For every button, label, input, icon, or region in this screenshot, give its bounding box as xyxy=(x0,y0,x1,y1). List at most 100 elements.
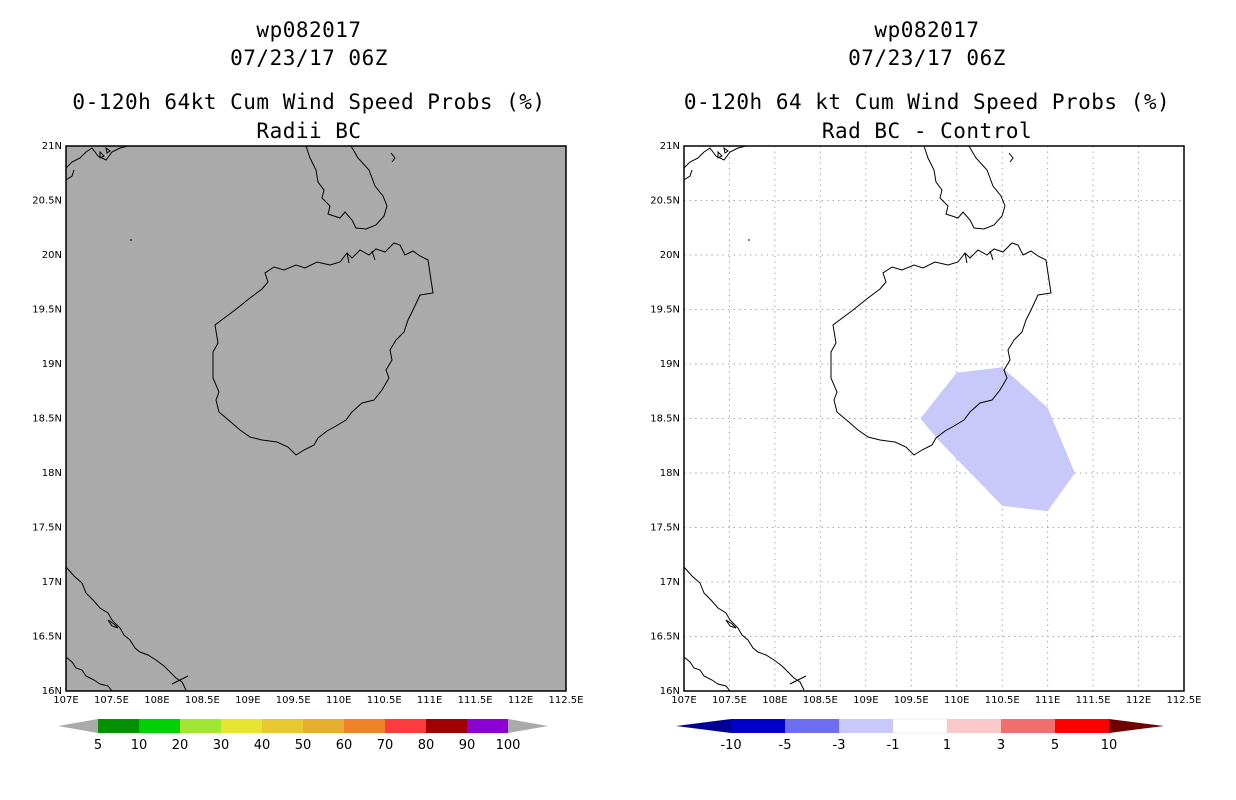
coastline-hainan xyxy=(830,242,1052,456)
lat-tick-label: 19.5N xyxy=(650,305,680,316)
map-frame xyxy=(65,145,567,692)
lon-tick-label: 109.5E xyxy=(894,695,929,706)
colorbar-swatch xyxy=(467,719,508,733)
coastline-vietnamIslet xyxy=(725,619,737,629)
colorbar-swatch xyxy=(947,719,1001,733)
colorbar-label: 10 xyxy=(131,738,148,753)
colorbar-label: -3 xyxy=(833,738,846,753)
colorbar-label: -1 xyxy=(887,738,900,753)
coastline-nwCoast xyxy=(683,145,747,181)
map-svg-right: 16N 16.5N 17N 17.5N 18N 18.5N 19N 19.5N 20N 20.5N… xyxy=(650,141,1201,753)
lon-tick-label: 110E xyxy=(944,695,969,706)
colorbar-label: 70 xyxy=(377,738,394,753)
lat-tick-label: 16.5N xyxy=(32,632,62,643)
colorbar-label: 3 xyxy=(997,738,1005,753)
lat-tick-label: 16N xyxy=(660,686,680,697)
colorbar-swatch xyxy=(180,719,221,733)
lon-tick-label: 107.5E xyxy=(94,695,129,706)
coastline-vietnam2 xyxy=(65,656,189,692)
difference-colorbar: -10 -5 -3 -1 1 3 5 10 xyxy=(676,718,1164,753)
coastline-vietnam xyxy=(683,566,805,691)
colorbar-swatch xyxy=(1055,719,1109,733)
coastline-vietnamIslet xyxy=(107,619,119,629)
lat-tick-label: 18.5N xyxy=(650,414,680,425)
lon-tick-labels: 107E 107.5E 108E 108.5E 109E 109.5E 110E 110.5E… xyxy=(671,695,1201,706)
coastline-hainanIslet xyxy=(964,250,994,264)
colorbar-label: 30 xyxy=(213,738,230,753)
coastline-leizhou xyxy=(305,145,388,230)
colorbar-high-arrow xyxy=(508,719,548,733)
colorbar-swatch xyxy=(303,719,344,733)
lat-tick-label: 18N xyxy=(42,468,62,479)
colorbar-swatch xyxy=(139,719,180,733)
lon-tick-label: 112E xyxy=(1126,695,1151,706)
coastline-hainan xyxy=(212,242,434,456)
lon-tick-label: 109E xyxy=(853,695,878,706)
lon-tick-label: 112.5E xyxy=(549,695,584,706)
colorbar-label: 50 xyxy=(295,738,312,753)
lon-tick-label: 107E xyxy=(671,695,696,706)
colorbar-label: 5 xyxy=(94,738,102,753)
colorbar-swatch xyxy=(839,719,893,733)
lon-tick-label: 108E xyxy=(144,695,169,706)
colorbar-swatch xyxy=(785,719,839,733)
lat-tick-label: 21N xyxy=(660,141,680,152)
lon-tick-label: 110E xyxy=(326,695,351,706)
lat-tick-label: 21N xyxy=(42,141,62,152)
colorbar-label: 10 xyxy=(1101,738,1118,753)
coastline-group xyxy=(65,145,434,692)
subtitle: Rad BC - Control xyxy=(821,119,1033,143)
coastline-leizhouBit xyxy=(390,152,396,163)
grid-lines xyxy=(684,146,1184,691)
lat-tick-labels: 16N 16.5N 17N 17.5N 18N 18.5N 19N 19.5N 20N 20.5N… xyxy=(650,141,680,697)
colorbar-label: -5 xyxy=(779,738,792,753)
colorbar-label: 40 xyxy=(254,738,271,753)
lon-tick-labels: 107E 107.5E 108E 108.5E 109E 109.5E 110E 110.5E… xyxy=(53,695,583,706)
probability-colorbar: 5 10 20 30 40 50 60 70 80 90 100 xyxy=(58,719,548,753)
colorbar-label: -10 xyxy=(720,738,741,753)
lon-tick-label: 111.5E xyxy=(458,695,493,706)
lon-tick-label: 112.5E xyxy=(1167,695,1202,706)
lon-tick-label: 112E xyxy=(508,695,533,706)
lat-tick-labels: 16N 16.5N 17N 17.5N 18N 18.5N 19N 19.5N 20N 20.5N… xyxy=(32,141,62,697)
lon-tick-label: 109.5E xyxy=(276,695,311,706)
lat-tick-label: 19N xyxy=(42,359,62,370)
colorbar-label: 1 xyxy=(943,738,951,753)
coastline-nwIslands xyxy=(717,146,729,159)
colorbar-label: 80 xyxy=(418,738,435,753)
subtitle: Radii BC xyxy=(256,119,362,143)
coastline-hainanIslet xyxy=(346,250,376,264)
colorbar-swatch xyxy=(221,719,262,733)
colorbar-swatch xyxy=(426,719,467,733)
coastline-vietnam2 xyxy=(683,656,807,692)
lat-tick-label: 16.5N xyxy=(650,632,680,643)
lon-tick-label: 110.5E xyxy=(985,695,1020,706)
colorbar-swatch xyxy=(344,719,385,733)
lat-tick-label: 18.5N xyxy=(32,414,62,425)
colorbar-swatch xyxy=(262,719,303,733)
lon-tick-label: 107E xyxy=(53,695,78,706)
lat-tick-label: 20N xyxy=(660,250,680,261)
date-title: 07/23/17 06Z xyxy=(230,46,388,70)
lon-tick-label: 109E xyxy=(235,695,260,706)
colorbar-label: 90 xyxy=(459,738,476,753)
lat-tick-label: 17N xyxy=(42,577,62,588)
lon-tick-label: 111E xyxy=(417,695,442,706)
storm-id-title: wp082017 xyxy=(256,18,362,42)
lon-tick-label: 108E xyxy=(762,695,787,706)
lon-tick-label: 111.5E xyxy=(1076,695,1111,706)
product-title: 0-120h 64 kt Cum Wind Speed Probs (%) xyxy=(683,90,1171,114)
lat-tick-label: 19.5N xyxy=(32,305,62,316)
coastline-vietnam xyxy=(65,566,187,691)
coastline-leizhouBit xyxy=(1008,152,1014,163)
colorbar-label: 100 xyxy=(496,738,521,753)
lon-tick-label: 108.5E xyxy=(803,695,838,706)
lat-tick-label: 18N xyxy=(660,468,680,479)
date-title: 07/23/17 06Z xyxy=(848,46,1006,70)
lat-tick-label: 16N xyxy=(42,686,62,697)
coastline-leizhou xyxy=(923,145,1006,230)
lon-tick-label: 107.5E xyxy=(712,695,747,706)
colorbar-swatch xyxy=(892,718,948,734)
colorbar-label: 5 xyxy=(1051,738,1059,753)
coastline-group xyxy=(683,145,1052,692)
